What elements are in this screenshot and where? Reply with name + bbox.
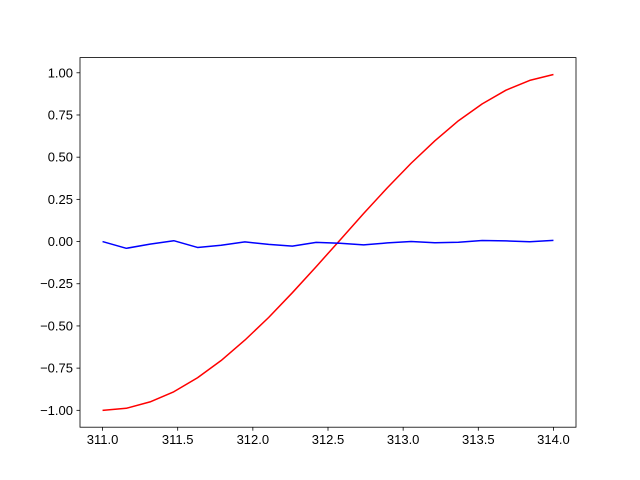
- x-tick-label: 311.5: [162, 432, 194, 447]
- line-series: [102, 239, 554, 250]
- x-tick-label: 314.0: [537, 432, 570, 447]
- y-tick-label: −0.50: [40, 318, 73, 333]
- y-tick-label: −0.75: [40, 361, 73, 376]
- axes-frame: [79, 57, 577, 428]
- x-tick-label: 313.0: [387, 432, 420, 447]
- line-series: [102, 73, 554, 412]
- y-tick-label: 0.00: [48, 234, 73, 249]
- y-tick-label: 0.50: [48, 150, 73, 165]
- x-tick-label: 313.5: [462, 432, 495, 447]
- x-tick-label: 311.0: [87, 432, 119, 447]
- y-tick-label: 0.25: [48, 192, 73, 207]
- y-tick-label: −0.25: [40, 276, 73, 291]
- y-tick-label: 1.00: [48, 65, 73, 80]
- x-tick-label: 312.0: [237, 432, 270, 447]
- y-tick-label: −1.00: [40, 403, 73, 418]
- y-tick-label: 0.75: [48, 107, 73, 122]
- x-tick-label: 312.5: [312, 432, 345, 447]
